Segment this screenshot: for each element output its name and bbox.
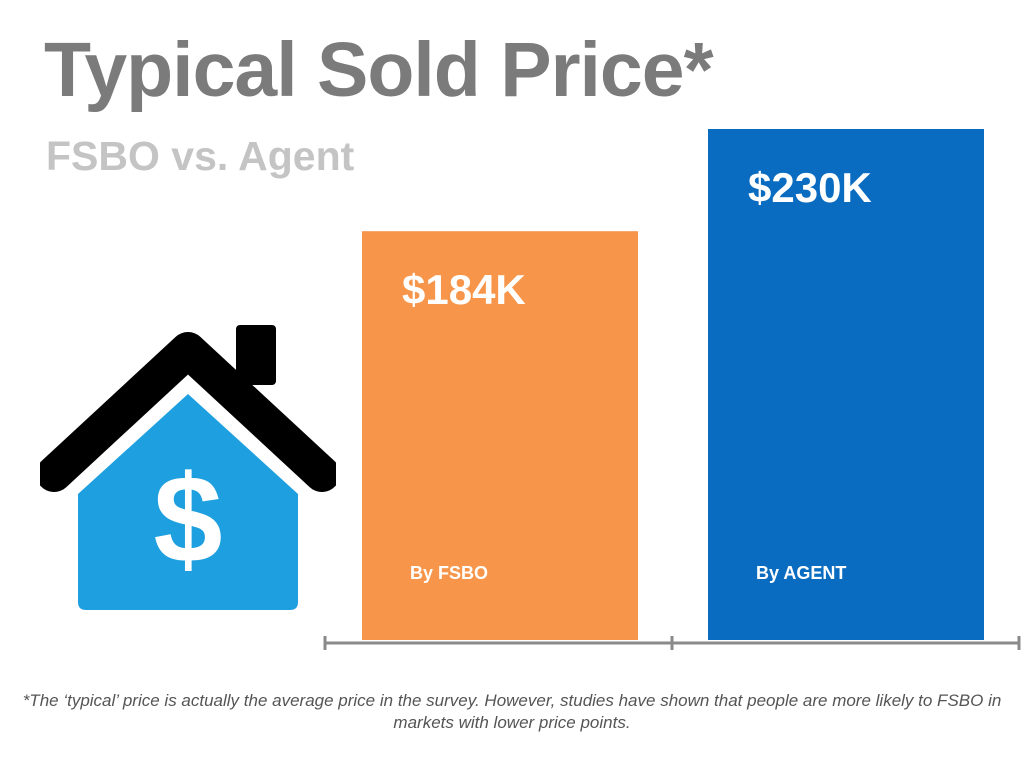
data-label-fsbo: $184K bbox=[402, 266, 526, 313]
data-label-agent: $230K bbox=[748, 164, 872, 211]
category-label-fsbo: By FSBO bbox=[410, 563, 488, 583]
footnote: *The ‘typical’ price is actually the ave… bbox=[22, 691, 1002, 732]
bar-fsbo bbox=[362, 231, 638, 640]
chart-subtitle: FSBO vs. Agent bbox=[46, 133, 355, 179]
chart-title: Typical Sold Price* bbox=[44, 27, 714, 113]
house-dollar-icon: $ bbox=[40, 325, 336, 610]
bar-agent bbox=[708, 129, 984, 640]
svg-text:$: $ bbox=[154, 451, 223, 589]
category-label-agent: By AGENT bbox=[756, 563, 846, 583]
